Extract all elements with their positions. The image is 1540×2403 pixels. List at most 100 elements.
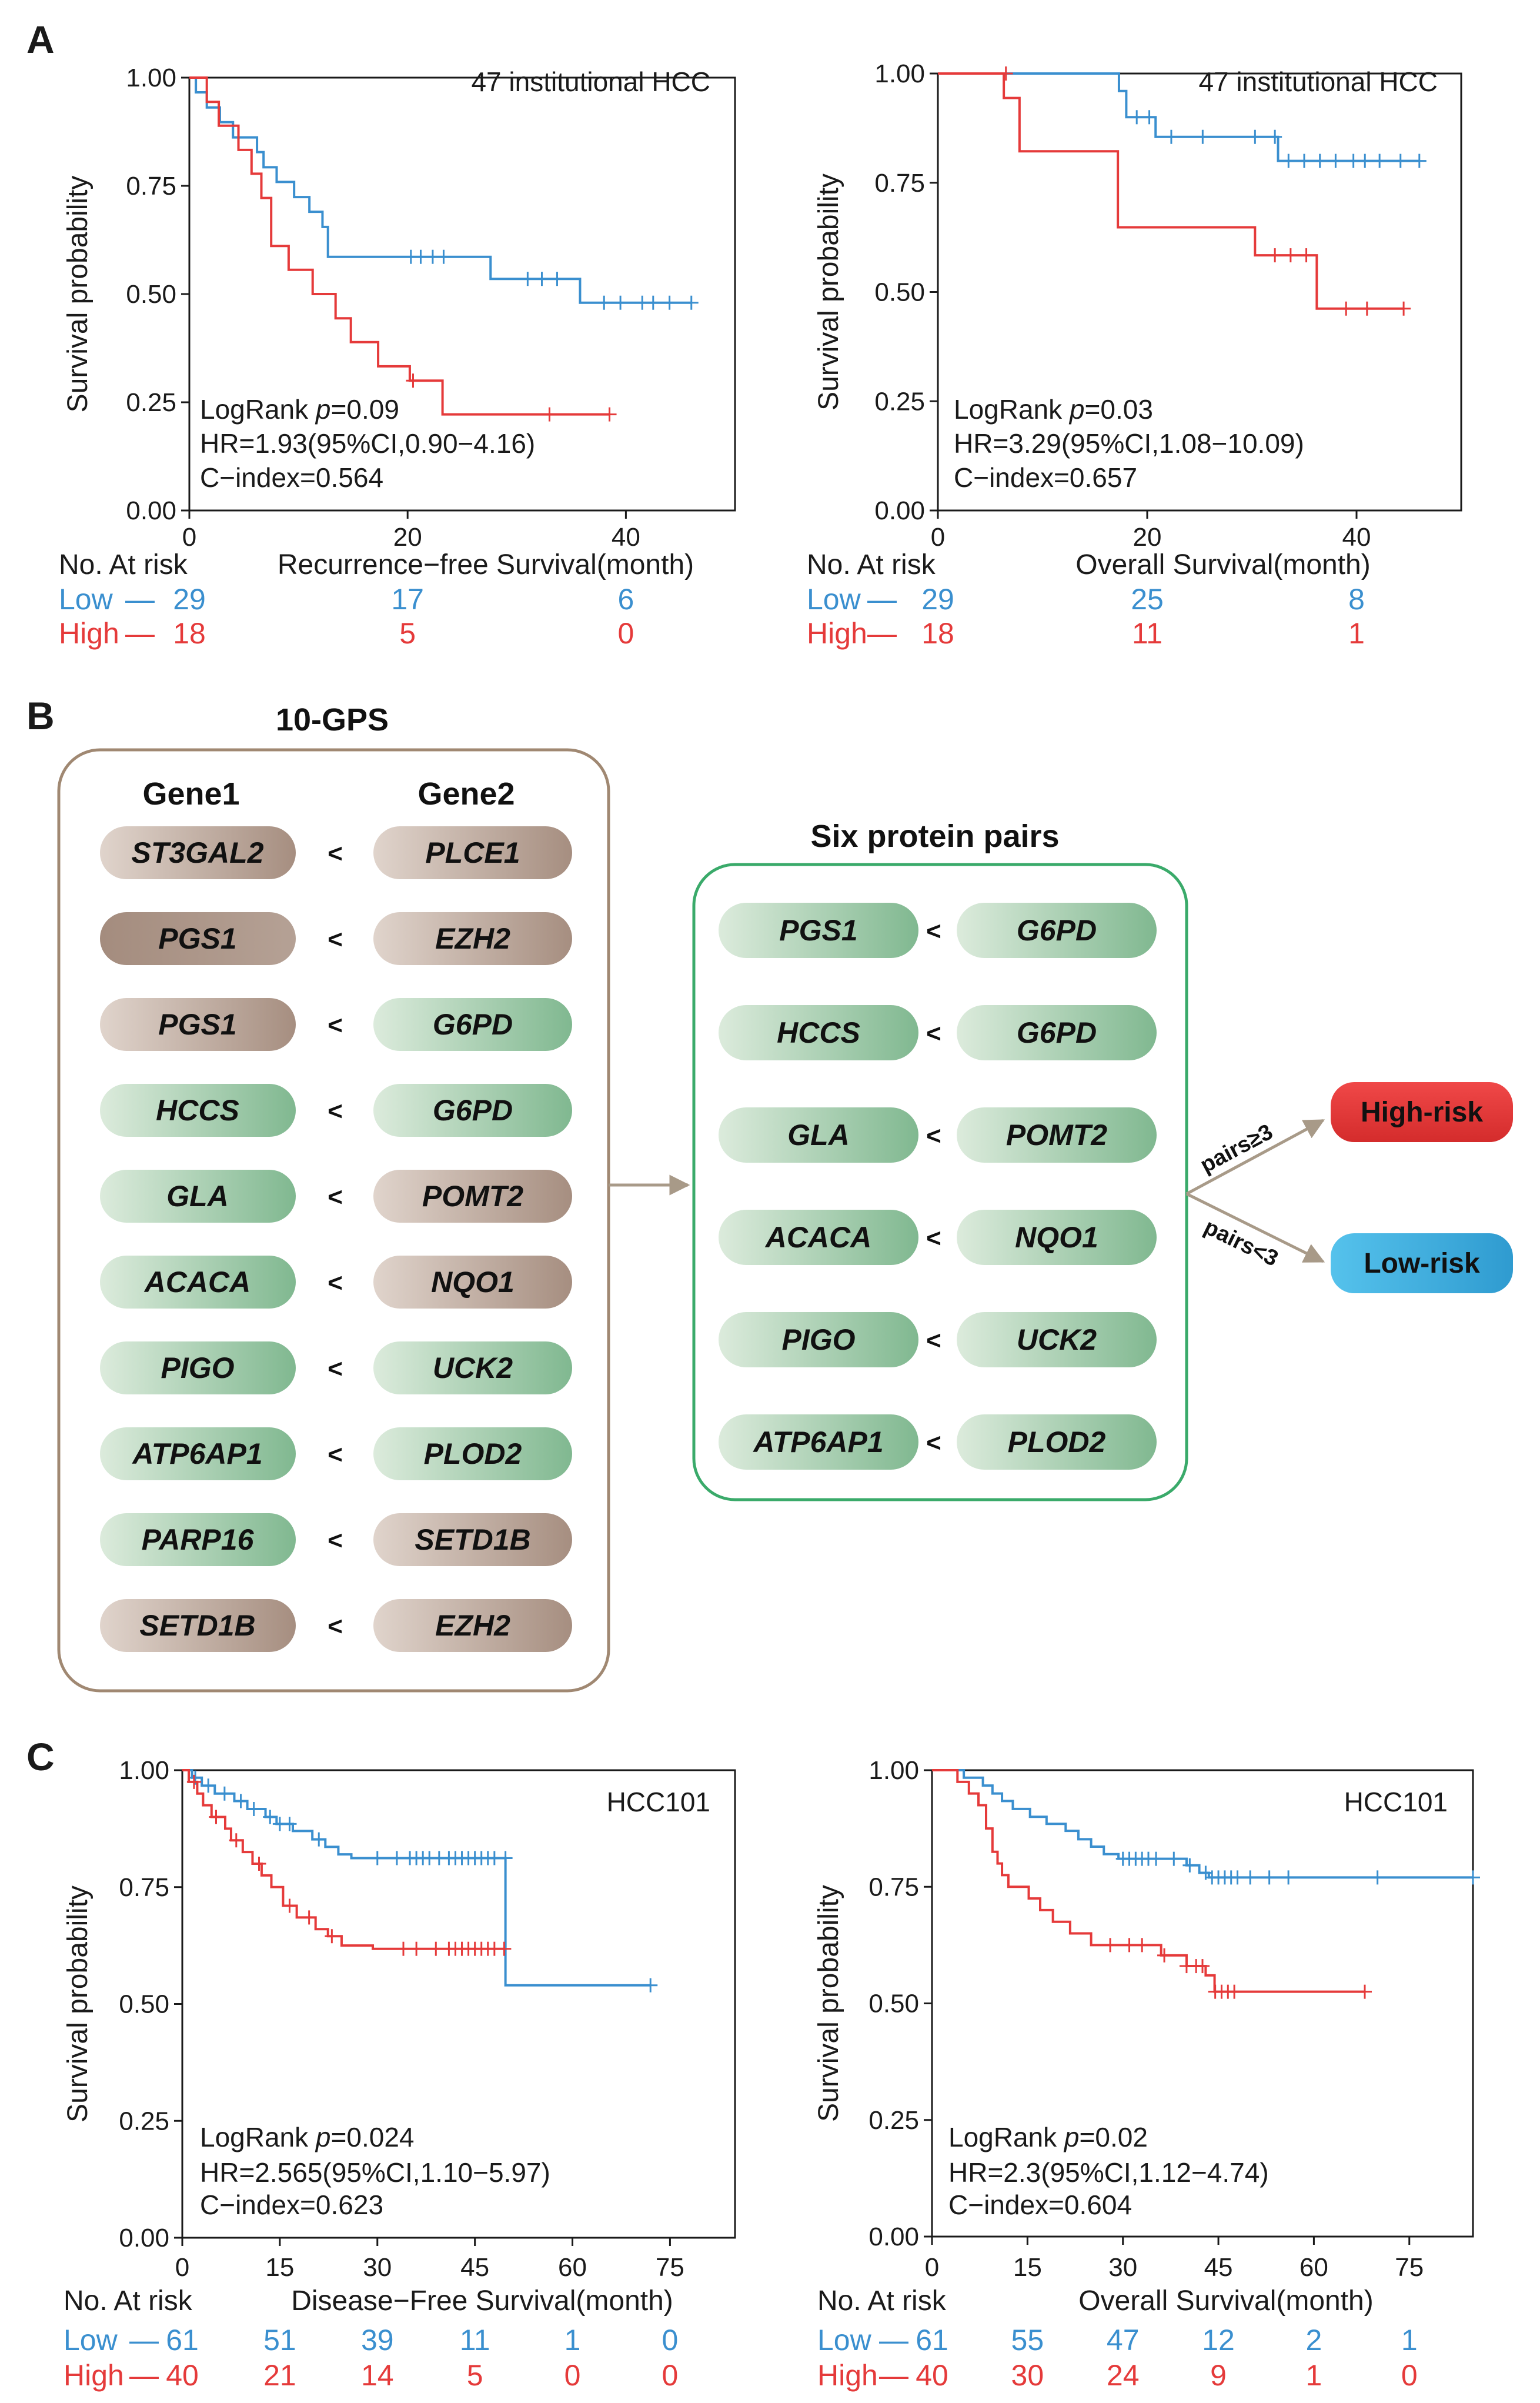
gene1-label: SETD1B — [139, 1609, 255, 1642]
x-axis-title: Recurrence−free Survival(month) — [278, 549, 694, 580]
gene2-label: POMT2 — [422, 1180, 523, 1213]
y-tick-label: 1.00 — [119, 1756, 169, 1785]
ten-gps-title: 10-GPS — [276, 702, 389, 737]
logrank-text: LogRank p=0.02 — [948, 2122, 1148, 2152]
risk-count: 17 — [391, 583, 424, 616]
gene2-label: UCK2 — [433, 1351, 513, 1384]
x-tick-label: 60 — [558, 2253, 587, 2282]
risk-count: 11 — [460, 2324, 490, 2357]
gene2-label: NQO1 — [431, 1266, 515, 1299]
risk-count: 1 — [564, 2324, 581, 2357]
risk-row-separator: — — [879, 2359, 908, 2392]
six-gene2-label: G6PD — [1017, 1016, 1097, 1049]
risk-count: 12 — [1202, 2324, 1235, 2357]
six-gene1-pill — [719, 1414, 918, 1470]
risk-count: 14 — [361, 2359, 394, 2392]
low-risk-badge — [1331, 1233, 1513, 1293]
six-gene2-pill — [957, 1312, 1157, 1367]
y-axis-title: Survival probability — [813, 173, 844, 410]
six-gene1-pill — [719, 1107, 918, 1163]
comparator: < — [328, 1011, 343, 1040]
gene1-label: GLA — [166, 1180, 229, 1213]
risk-count: 0 — [564, 2359, 581, 2392]
risk-count: 11 — [1132, 617, 1162, 650]
risk-row-separator: — — [879, 2324, 908, 2357]
risk-row-group: High — [59, 617, 119, 650]
x-tick-label: 20 — [393, 523, 422, 552]
gene-pair-diagram: 10-GPS Gene1 Gene2 ST3GAL2 < PLCE1 PGS1 < EZH… — [57, 702, 1513, 1693]
gene2-pill — [373, 998, 572, 1051]
risk-count: 0 — [617, 617, 634, 650]
comparator: < — [328, 925, 343, 954]
comparator: < — [926, 1019, 941, 1048]
risk-row-group: High — [807, 617, 867, 650]
y-tick-label: 0.50 — [874, 278, 925, 307]
risk-row-separator: — — [125, 583, 155, 616]
km-chart-c-left: 0.000.250.500.751.000 15 30 45 60 75Survival … — [62, 1756, 736, 2392]
high-risk-arrow — [1185, 1119, 1325, 1196]
gene2-pill — [373, 1084, 572, 1137]
risk-count: 8 — [1348, 583, 1365, 616]
x-tick-label: 45 — [1204, 2253, 1233, 2282]
gene2-label: EZH2 — [435, 922, 510, 955]
six-gene1-label: ACACA — [764, 1221, 872, 1254]
x-axis-title: Disease−Free Survival(month) — [291, 2285, 673, 2317]
comparator: < — [926, 1326, 941, 1355]
km-curve-high — [189, 76, 610, 416]
comparator: < — [926, 917, 941, 946]
gene1-pill — [100, 1599, 296, 1652]
risk-count: 5 — [467, 2359, 483, 2392]
gene1-pill — [100, 1084, 296, 1137]
y-axis-title: Survival probability — [62, 1885, 93, 2122]
gene1-pill — [100, 1341, 296, 1394]
x-tick-label: 75 — [1395, 2253, 1424, 2282]
logrank-p-symbol: p — [315, 394, 331, 425]
y-tick-label: 0.25 — [874, 387, 925, 416]
logrank-p-symbol: p — [1068, 394, 1085, 425]
comparator: < — [328, 1526, 343, 1555]
x-tick-label: 0 — [182, 523, 196, 552]
comparator: < — [328, 839, 343, 868]
six-gene2-pill — [957, 1107, 1157, 1163]
six-gene1-pill — [719, 1210, 918, 1265]
risk-count: 47 — [1107, 2324, 1140, 2357]
risk-count: 1 — [1401, 2324, 1418, 2357]
y-tick-label: 0.75 — [126, 172, 176, 201]
high-risk-label: High-risk — [1361, 1097, 1483, 1128]
six-pairs-list: PGS1 < G6PD HCCS < G6PD GLA < POMT2 ACACA < NQO1 PIG… — [719, 903, 1157, 1470]
risk-count: 1 — [1306, 2359, 1322, 2392]
comparator: < — [328, 1269, 343, 1297]
risk-table-title: No. At risk — [64, 2285, 193, 2317]
risk-count: 30 — [1011, 2359, 1044, 2392]
c-index-text: C−index=0.623 — [200, 2190, 383, 2220]
c-index-text: C−index=0.604 — [948, 2190, 1132, 2220]
comparator: < — [926, 1429, 941, 1457]
six-gene1-pill — [719, 903, 918, 958]
ten-gps-box — [57, 748, 610, 1693]
y-tick-label: 0.75 — [874, 169, 925, 198]
six-gene2-pill — [957, 1414, 1157, 1470]
risk-row-separator: — — [129, 2359, 159, 2392]
six-gene1-pill — [719, 1005, 918, 1060]
high-risk-rule-label: pairs≥3 — [1197, 1120, 1277, 1178]
risk-count: 21 — [263, 2359, 296, 2392]
y-tick-label: 0.50 — [868, 1990, 919, 2018]
comparator: < — [328, 1354, 343, 1383]
risk-row-start-count: 29 — [173, 583, 206, 616]
risk-row-start-count: 18 — [921, 617, 954, 650]
y-tick-label: 0.25 — [868, 2106, 919, 2135]
logrank-p-value: =0.03 — [1085, 394, 1153, 425]
gene2-pill — [373, 826, 572, 879]
high-risk-badge — [1331, 1082, 1513, 1142]
ten-gps-pair-list: ST3GAL2 < PLCE1 PGS1 < EZH2 PGS1 < G6PD HCCS < G6PD… — [100, 826, 572, 1652]
logrank-p-symbol: p — [315, 2122, 331, 2152]
six-gene2-label: PLOD2 — [1008, 1426, 1106, 1459]
cohort-annotation: HCC101 — [1344, 1787, 1448, 1817]
km-curve-high — [938, 72, 1404, 310]
logrank-p-value: =0.02 — [1080, 2122, 1148, 2152]
x-axis-title: Overall Survival(month) — [1075, 549, 1370, 580]
y-axis-title: Survival probability — [62, 176, 93, 413]
gene1-pill — [100, 998, 296, 1051]
gene2-label: SETD1B — [415, 1523, 530, 1556]
